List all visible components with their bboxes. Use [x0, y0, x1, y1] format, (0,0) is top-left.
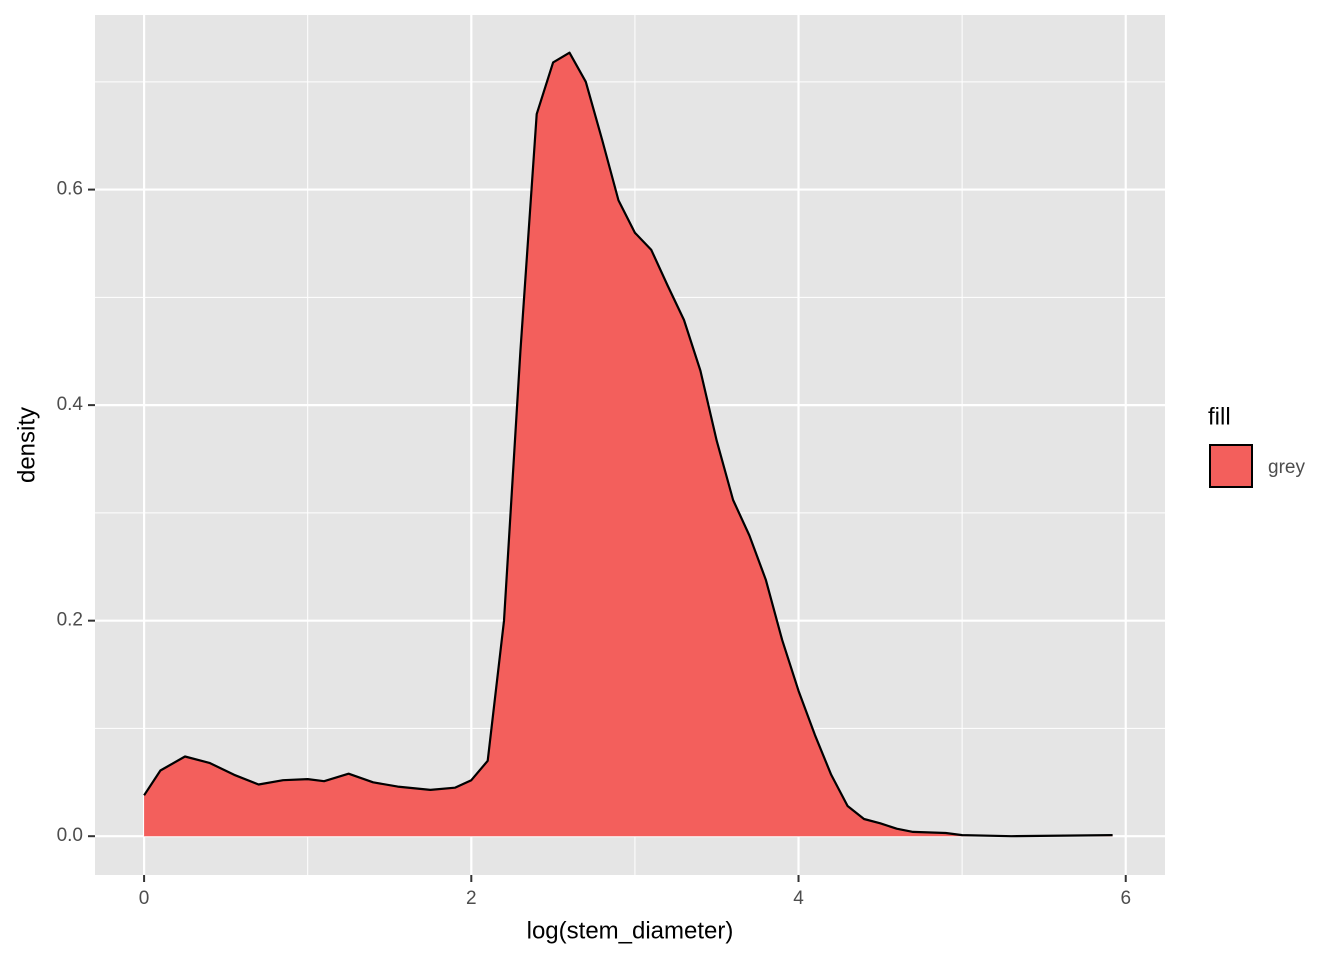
legend-label: grey — [1268, 457, 1305, 478]
x-axis-title: log(stem_diameter) — [527, 917, 734, 944]
legend-key — [1209, 444, 1253, 488]
y-tick-label: 0.4 — [57, 394, 84, 415]
density-line — [143, 51, 1113, 838]
y-tick-label: 0.0 — [57, 825, 83, 846]
x-tick-label: 0 — [139, 888, 150, 909]
marks — [143, 51, 1113, 838]
x-tick-label: 6 — [1120, 888, 1131, 909]
y-tick-label: 0.6 — [57, 179, 83, 200]
legend-title: fill — [1208, 403, 1231, 430]
x-tick-label: 2 — [466, 888, 477, 909]
x-tick-label: 4 — [793, 888, 804, 909]
density-area — [144, 52, 1113, 837]
y-axis-title: density — [13, 407, 40, 483]
y-tick-label: 0.2 — [57, 610, 83, 631]
